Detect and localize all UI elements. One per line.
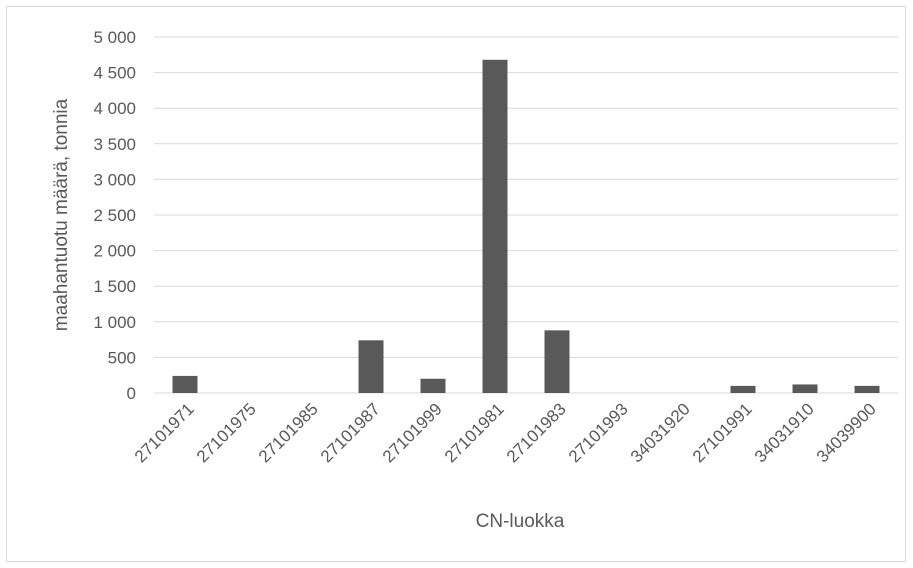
y-tick-label: 1 500 xyxy=(93,277,136,296)
x-tick-label: 27101981 xyxy=(441,399,508,466)
y-axis-title: maahantuotu määrä, tonnia xyxy=(51,98,72,331)
y-tick-label: 2 500 xyxy=(93,206,136,225)
y-tick-label: 500 xyxy=(108,348,136,367)
y-tick-label: 5 000 xyxy=(93,28,136,47)
x-tick-label: 27101983 xyxy=(503,399,570,466)
y-tick-label: 1 000 xyxy=(93,313,136,332)
bar xyxy=(730,385,756,393)
bar xyxy=(172,375,198,393)
bar xyxy=(792,384,818,393)
y-tick-label: 4 000 xyxy=(93,99,136,118)
bar xyxy=(420,378,446,393)
y-tick-label: 3 000 xyxy=(93,170,136,189)
x-tick-label: 27101987 xyxy=(317,399,384,466)
x-tick-label: 34039900 xyxy=(813,399,880,466)
gridlines xyxy=(154,36,898,394)
bar xyxy=(482,59,508,394)
y-tick-label: 3 500 xyxy=(93,135,136,154)
x-axis-title: CN-luokka xyxy=(476,511,565,532)
bars xyxy=(172,59,880,394)
x-tick-label: 34031920 xyxy=(627,399,694,466)
y-tick-label: 2 000 xyxy=(93,242,136,261)
x-tick-label: 27101985 xyxy=(255,399,322,466)
x-tick-labels: 2710197127101975271019852710198727101999… xyxy=(131,399,880,466)
x-tick-label: 27101971 xyxy=(131,399,198,466)
x-tick-label: 27101991 xyxy=(689,399,756,466)
y-tick-label: 4 500 xyxy=(93,64,136,83)
bar xyxy=(358,340,384,393)
x-tick-label: 27101993 xyxy=(565,399,632,466)
y-tick-labels: 0 500 1 000 1 500 2 000 2 500 3 000 3 500 4 000 4… xyxy=(93,28,136,403)
x-tick-label: 27101999 xyxy=(379,399,446,466)
x-tick-label: 34031910 xyxy=(751,399,818,466)
x-tick-label: 27101975 xyxy=(193,399,260,466)
bar xyxy=(854,385,880,393)
chart-frame xyxy=(6,6,906,562)
bar xyxy=(544,330,570,393)
y-tick-label: 0 xyxy=(127,384,136,403)
